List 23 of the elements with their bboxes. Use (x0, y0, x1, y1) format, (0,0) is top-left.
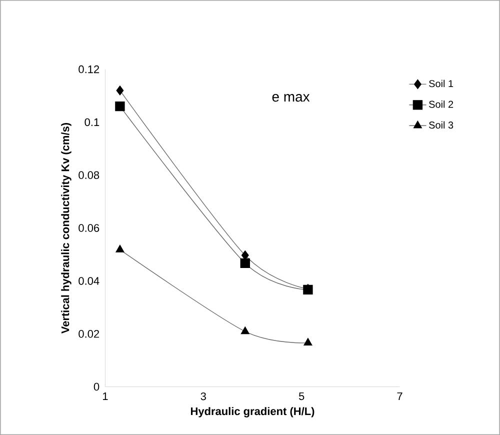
legend-label: Soil 1 (429, 80, 454, 88)
x-axis-title: Hydraulic gradient (H/L) (190, 407, 314, 418)
y-tick-label: 0.06 (78, 224, 100, 232)
y-tick-label: 0.12 (78, 65, 100, 74)
annotation: e max (272, 94, 310, 102)
y-tick-label: 0.08 (78, 171, 100, 179)
y-tick-label: 0 (94, 382, 100, 391)
x-tick-label: 5 (298, 392, 304, 400)
point (115, 101, 125, 112)
legend-label: Soil 2 (429, 100, 454, 108)
y-axis-title: Vertical hydraulic conductivity Kv (cm/s) (61, 122, 72, 334)
y-tick-label: 0.1 (84, 118, 100, 126)
point (116, 86, 124, 96)
x-tick-label: 1 (103, 392, 108, 400)
point (304, 338, 312, 346)
point (240, 326, 250, 334)
x-tick-label: 3 (200, 392, 206, 400)
point (116, 244, 124, 252)
legend-label: Soil 3 (429, 121, 454, 129)
point (240, 258, 250, 268)
y-tick-label: 0.02 (78, 330, 100, 338)
y-tick-label: 0.04 (78, 277, 100, 285)
x-tick-label: 7 (397, 392, 402, 400)
